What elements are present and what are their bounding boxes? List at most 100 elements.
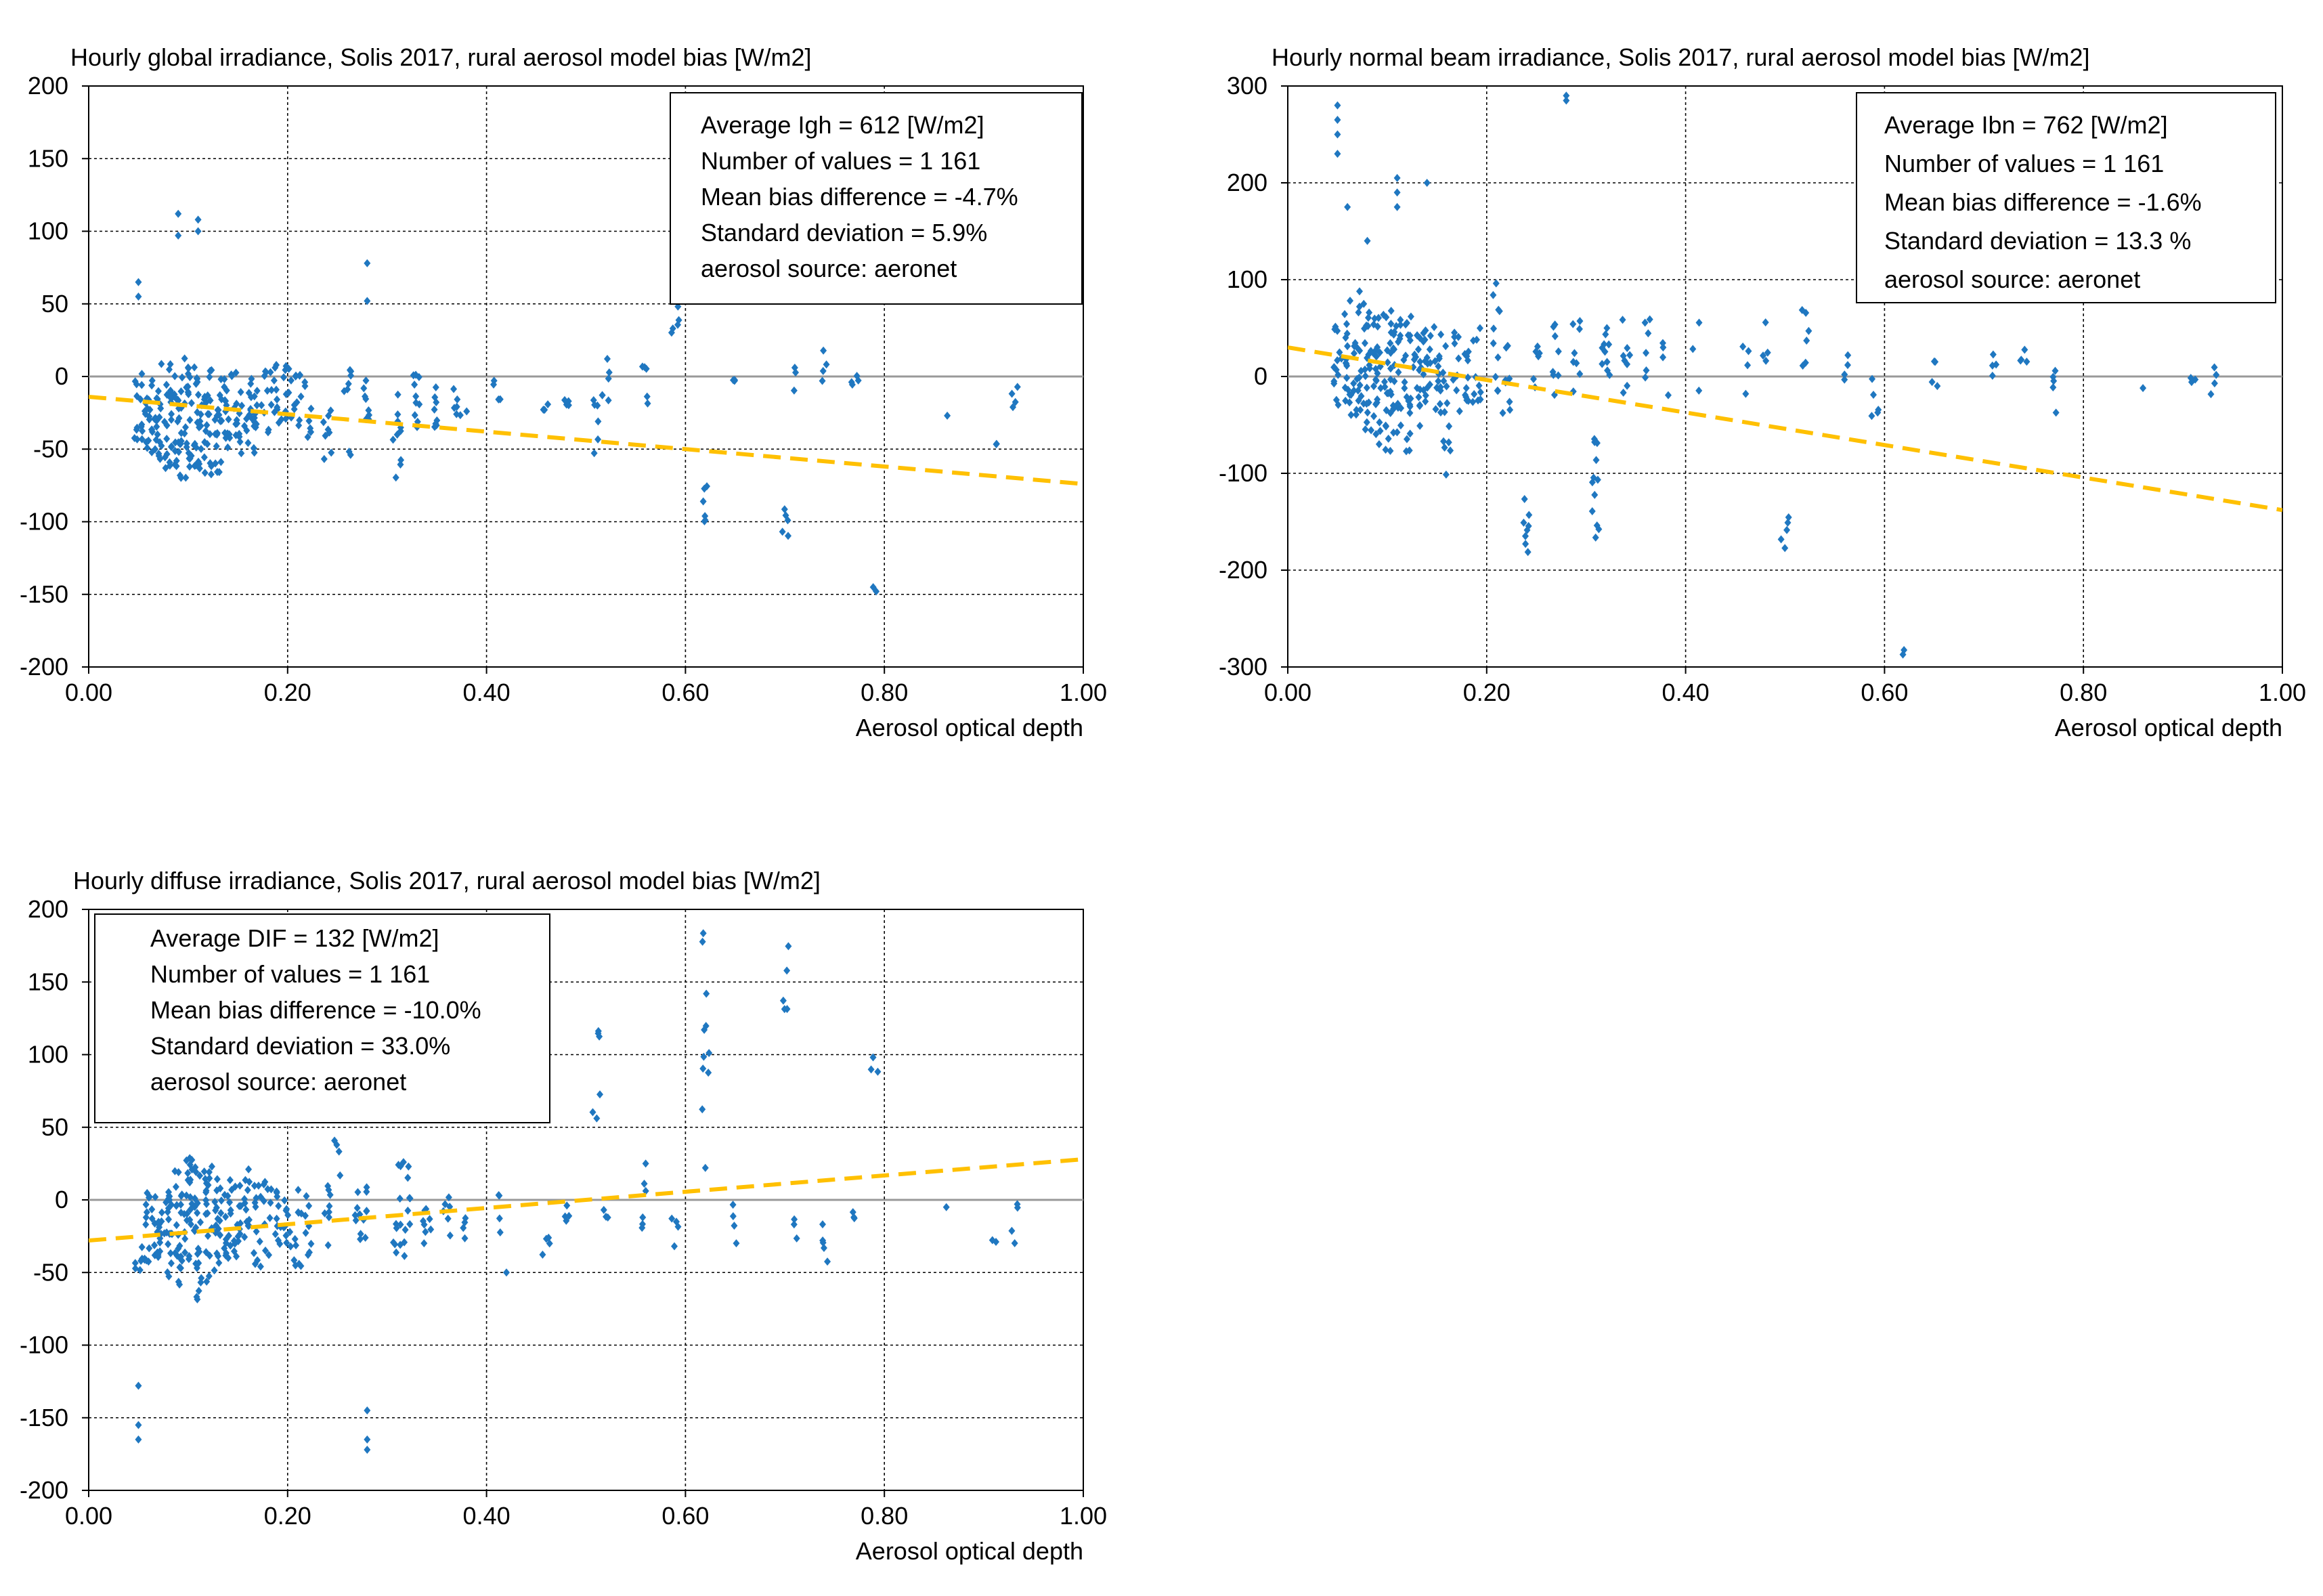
data-point — [545, 1233, 552, 1242]
data-point — [1744, 361, 1752, 370]
data-point — [202, 1179, 210, 1188]
data-point — [165, 365, 173, 374]
data-point — [273, 1188, 280, 1197]
data-point — [1393, 188, 1401, 197]
data-point — [267, 368, 274, 376]
data-point — [848, 381, 856, 389]
data-point — [268, 386, 276, 395]
data-point — [700, 1052, 708, 1061]
data-point — [1569, 358, 1577, 366]
data-point — [257, 1262, 264, 1271]
data-point — [176, 471, 183, 480]
data-point — [1930, 357, 1938, 366]
data-point — [307, 427, 315, 436]
data-point — [642, 1186, 649, 1195]
data-point — [226, 1198, 234, 1207]
data-point — [1928, 378, 1936, 387]
data-point — [1370, 382, 1377, 391]
data-point — [143, 1208, 150, 1217]
data-point — [238, 402, 246, 410]
stats-line: Average Igh = 612 [W/m2] — [701, 111, 984, 139]
data-point — [1447, 446, 1454, 455]
data-point — [422, 1228, 429, 1236]
data-point — [496, 1214, 503, 1223]
data-point — [1446, 422, 1453, 431]
y-tick-label: -200 — [1219, 556, 1267, 584]
data-point — [1350, 386, 1358, 395]
data-point — [1381, 383, 1389, 391]
data-point — [363, 1183, 370, 1192]
data-point — [1525, 521, 1532, 530]
data-point — [148, 425, 156, 434]
data-point — [604, 1213, 611, 1222]
data-point — [203, 1277, 211, 1286]
data-point — [1495, 305, 1502, 314]
data-point — [1426, 345, 1433, 354]
data-point — [160, 1229, 168, 1238]
data-point — [1620, 351, 1627, 360]
data-point — [2050, 376, 2058, 385]
data-point — [1989, 350, 1997, 359]
data-point — [173, 1221, 180, 1230]
data-point — [188, 1155, 196, 1164]
data-point — [301, 1211, 309, 1220]
data-point — [1784, 518, 1792, 527]
data-point — [195, 1287, 202, 1295]
data-point — [819, 366, 827, 375]
data-point — [1382, 446, 1389, 454]
data-point — [600, 1205, 607, 1214]
data-point — [328, 448, 335, 457]
data-point — [183, 439, 190, 448]
y-tick-label: -50 — [33, 435, 68, 462]
data-point — [142, 1220, 150, 1229]
data-point — [1464, 356, 1471, 365]
y-tick-label: -100 — [20, 508, 68, 536]
data-point — [270, 376, 278, 385]
data-point — [245, 389, 253, 397]
data-point — [251, 448, 258, 457]
data-point — [1426, 380, 1433, 389]
data-point — [989, 1236, 996, 1245]
data-point — [1477, 388, 1484, 397]
y-tick-label: -150 — [20, 580, 68, 608]
data-point — [1364, 314, 1372, 322]
data-point — [168, 442, 175, 451]
y-tick-label: -100 — [1219, 459, 1267, 487]
data-point — [162, 464, 169, 473]
data-point — [1593, 439, 1601, 448]
data-point — [1376, 427, 1384, 435]
y-tick-label: 0 — [1254, 362, 1267, 390]
x-tick-label: 1.00 — [1060, 1502, 1107, 1530]
data-point — [1624, 344, 1631, 353]
data-point — [175, 448, 183, 456]
data-point — [1395, 368, 1402, 376]
data-point — [1437, 408, 1444, 417]
chart-igh: -200 -150 -100 -50 0 50 100 150 200 0.00 0.20 0.40 0… — [20, 43, 1107, 741]
data-point — [643, 364, 650, 373]
data-point — [1601, 340, 1608, 349]
data-point — [1336, 348, 1343, 357]
data-point — [820, 346, 827, 355]
data-point — [1422, 391, 1429, 400]
data-point — [392, 473, 399, 482]
data-point — [267, 1199, 274, 1207]
data-point — [1576, 370, 1584, 379]
data-point — [251, 392, 258, 401]
chart-dif: -200 -150 -100 -50 0 50 100 150 200 0.00 0.20 0.40 0… — [20, 867, 1107, 1565]
data-point — [1646, 315, 1653, 324]
data-point — [1406, 336, 1414, 345]
data-point — [307, 1239, 315, 1248]
data-point — [192, 1259, 200, 1268]
data-point — [850, 1213, 858, 1222]
data-point — [1506, 406, 1514, 414]
data-point — [345, 379, 352, 388]
data-point — [175, 1168, 182, 1177]
data-point — [1355, 308, 1362, 317]
data-point — [639, 1213, 647, 1222]
data-point — [397, 456, 405, 465]
data-point — [590, 449, 598, 458]
y-tick-label: 50 — [41, 290, 68, 318]
data-point — [142, 1200, 150, 1209]
data-point — [1354, 386, 1362, 395]
data-point — [201, 469, 209, 477]
